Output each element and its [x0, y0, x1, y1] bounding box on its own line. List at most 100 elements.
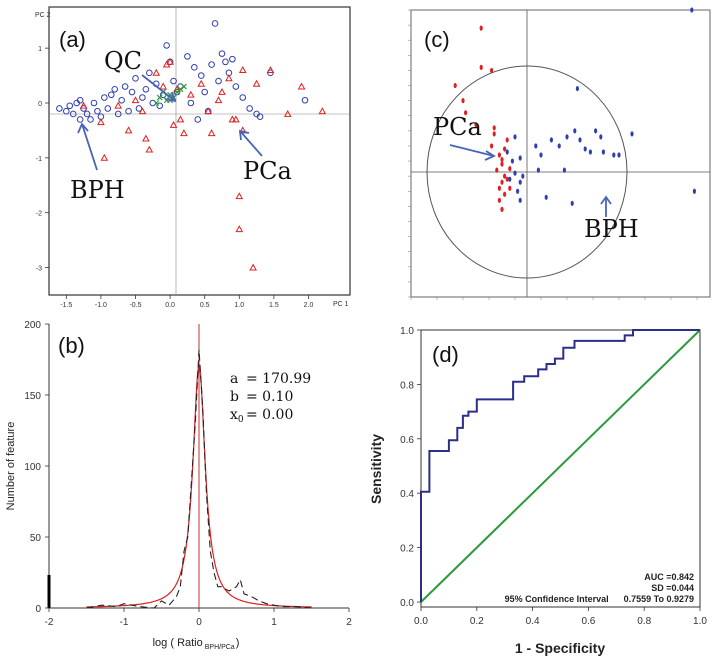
c-point-pca [500, 206, 504, 212]
panel-a-y-ticks: 1 0 -1 -2 -3 [36, 46, 49, 273]
a-point-pca [159, 82, 168, 90]
a-point-pca [187, 90, 195, 98]
a-y-tick-label: -3 [36, 266, 42, 273]
a-point-pca [152, 68, 161, 76]
a-point-pca [100, 153, 109, 161]
a-point-pca [249, 263, 257, 271]
c-point-bph [690, 7, 694, 13]
panel-d-reference-line [420, 329, 701, 603]
a-point-bph [104, 105, 112, 112]
c-point-pca [500, 161, 504, 167]
c-point-pca [508, 166, 512, 172]
a-point-bph [163, 42, 170, 49]
a-point-bph [128, 88, 136, 96]
a-point-pca [145, 145, 154, 153]
a-point-bph [139, 94, 146, 101]
c-point-bph [549, 137, 554, 143]
a-x-tick-label: -1.0 [95, 302, 107, 309]
a-y-tick-label: 1 [38, 46, 42, 53]
a-y-tick-label: -2 [36, 211, 42, 218]
c-point-pca [500, 179, 504, 185]
panel-b-observed-line [86, 349, 312, 609]
panel-c: (c) PCa BPH [408, 7, 711, 300]
a-point-pca [231, 115, 240, 123]
d-y-tick-label: 0.0 [400, 598, 414, 609]
b-y-tick-label: 100 [24, 462, 41, 473]
c-point-bph [513, 134, 517, 140]
a-point-qc [181, 83, 187, 90]
panel-d-auc: AUC =0.842 [644, 572, 694, 582]
a-point-pca [197, 79, 206, 87]
a-point-pca [214, 96, 223, 104]
a-point-bph [132, 75, 139, 82]
d-x-tick-label: 1.0 [693, 616, 707, 627]
c-point-bph [570, 200, 574, 206]
a-point-bph [239, 94, 247, 101]
c-point-bph [588, 149, 593, 155]
a-point-bph [87, 116, 94, 123]
c-point-pca [492, 125, 496, 131]
a-x-tick-label: 1.5 [269, 302, 279, 309]
c-point-pca [500, 156, 504, 163]
panel-a-label: (a) [59, 27, 86, 52]
c-point-bph [565, 134, 569, 140]
panel-c-ticks [408, 9, 698, 300]
c-point-pca [453, 82, 457, 89]
c-point-pca [490, 143, 494, 149]
panel-d-sd: SD =0.044 [651, 583, 694, 593]
a-point-bph [94, 107, 101, 115]
c-point-pca [503, 191, 507, 197]
c-point-pca [503, 146, 507, 152]
c-point-bph [536, 167, 541, 173]
a-point-bph [197, 72, 205, 79]
c-point-bph [599, 134, 603, 140]
panel-c-arrow-pca [449, 144, 495, 157]
a-point-bph [184, 53, 191, 60]
a-point-pca [318, 107, 327, 115]
a-point-qc [156, 94, 163, 101]
panel-d-x-ticks: 0.0 0.2 0.4 0.6 0.8 1.0 [414, 607, 707, 627]
a-x-tick-label: 0.0 [165, 302, 175, 309]
a-point-bph [232, 83, 240, 90]
a-point-pca [166, 57, 174, 65]
fit-param-x0-value: = 0.00 [246, 407, 293, 423]
panel-d-y-axis-label: Sensitivity [368, 434, 384, 504]
d-y-tick-label: 0.2 [400, 544, 414, 555]
a-point-bph [125, 107, 132, 115]
a-point-pca [235, 225, 244, 233]
b-x-tick-label: 1 [271, 617, 277, 628]
c-point-bph [617, 152, 621, 158]
a-point-bph [218, 50, 226, 57]
c-point-pca [497, 152, 501, 158]
a-point-pca [138, 107, 147, 115]
a-point-bph [215, 77, 222, 85]
c-point-bph [692, 188, 697, 194]
panel-d-roc-curve [420, 329, 700, 602]
a-point-bph [222, 58, 229, 66]
panel-b-label: (b) [58, 333, 85, 358]
b-y-tick-label: 0 [35, 604, 41, 615]
a-point-pca [266, 66, 275, 73]
a-point-pca [225, 74, 233, 82]
c-point-bph [544, 194, 548, 200]
d-x-tick-label: 0.6 [581, 616, 595, 627]
c-point-bph [578, 137, 582, 143]
a-point-bph [156, 102, 164, 110]
a-point-bph [62, 107, 70, 115]
a-x-tick-label: -1.5 [60, 302, 72, 309]
a-point-bph [121, 83, 129, 90]
c-point-bph [518, 179, 522, 185]
a-y-tick-label: -1 [36, 156, 42, 163]
c-point-pca [464, 110, 468, 116]
a-point-bph [301, 96, 309, 104]
c-point-pca [474, 122, 478, 128]
a-point-bph [201, 88, 208, 96]
panel-c-frame [410, 9, 711, 298]
a-point-pca [207, 129, 216, 137]
a-point-bph [246, 105, 253, 112]
c-point-pca [497, 197, 501, 203]
a-point-pca [131, 96, 140, 104]
c-point-bph [521, 173, 525, 179]
panel-a-arrow-bph [81, 123, 98, 171]
panel-b: -2 -1 0 1 2 200 150 100 50 0 (b) a = 170.99 b = … [5, 320, 352, 651]
